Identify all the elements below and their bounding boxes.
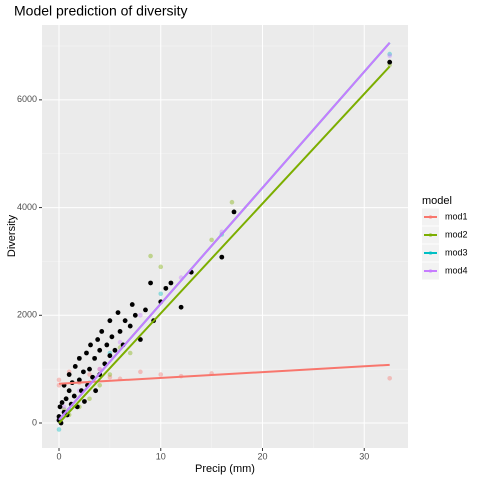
prediction-point (107, 374, 113, 380)
prediction-point (387, 376, 392, 381)
observed-point (129, 302, 135, 307)
x-axis-label: Precip (mm) (195, 463, 255, 475)
legend-swatch-point (428, 269, 433, 273)
panel (42, 25, 408, 448)
prediction-point (56, 377, 62, 383)
prediction-point (158, 372, 164, 377)
prediction-point (87, 396, 92, 402)
prediction-point (61, 404, 67, 410)
x-tick-label: 20 (257, 451, 267, 461)
prediction-point (127, 350, 133, 356)
legend-label: mod2 (445, 229, 468, 239)
observed-point (387, 59, 393, 65)
y-tick-label: 2000 (17, 310, 37, 320)
prediction-point (107, 372, 113, 377)
prediction-point (229, 199, 235, 205)
prediction-point (209, 237, 214, 243)
observed-point (90, 374, 95, 380)
prediction-point (87, 372, 92, 377)
prediction-point (117, 339, 123, 345)
x-tick-label: 10 (156, 451, 166, 461)
model-line (58, 65, 391, 424)
prediction-point (158, 291, 164, 297)
observed-point (66, 388, 72, 394)
observed-point (93, 388, 99, 394)
observed-point (82, 399, 87, 404)
y-tick-label: 6000 (17, 94, 37, 104)
observed-point (92, 355, 98, 361)
observed-point (97, 347, 103, 353)
observed-point (84, 350, 89, 356)
prediction-point (138, 312, 143, 318)
observed-point (88, 342, 93, 348)
observed-point (112, 347, 118, 353)
observed-point (219, 254, 225, 260)
observed-point (104, 342, 110, 348)
observed-point (115, 310, 121, 316)
prediction-point (56, 427, 62, 432)
observed-point (117, 329, 123, 334)
observed-point (127, 323, 133, 329)
observed-point (132, 312, 138, 318)
observed-point (59, 400, 65, 405)
prediction-point (97, 366, 102, 372)
observed-point (57, 404, 63, 410)
y-axis-label: Diversity (6, 214, 18, 257)
observed-point (66, 372, 72, 377)
prediction-point (97, 383, 102, 388)
prediction-point (148, 253, 153, 259)
prediction-point (387, 53, 392, 58)
observed-point (163, 285, 169, 291)
prediction-point (387, 51, 392, 57)
observed-point (76, 355, 82, 361)
observed-point (122, 318, 128, 324)
observed-point (107, 353, 113, 359)
observed-point (99, 329, 105, 334)
legend-swatch-point (428, 233, 433, 237)
observed-point (72, 364, 78, 369)
x-tick-label: 30 (359, 451, 369, 461)
observed-point (87, 366, 92, 372)
prediction-point (97, 366, 102, 372)
observed-point (137, 337, 143, 342)
legend-label: mod1 (445, 211, 468, 221)
legend-label: mod3 (445, 247, 468, 257)
observed-point (95, 337, 101, 342)
observed-point (231, 209, 237, 215)
prediction-point (138, 369, 143, 375)
legend-swatch-point (428, 215, 433, 219)
legend-title: model (422, 195, 452, 207)
legend-label: mod4 (445, 265, 468, 275)
observed-point (109, 334, 115, 340)
model-line (58, 42, 391, 421)
model-line (58, 363, 390, 385)
legend-swatch-point (428, 251, 433, 255)
observed-point (107, 318, 113, 324)
prediction-point (158, 264, 164, 270)
observed-point (71, 393, 77, 399)
observed-point (76, 377, 82, 383)
observed-point (168, 280, 174, 286)
observed-point (81, 369, 86, 375)
observed-point (63, 396, 69, 402)
y-tick-label: 0 (32, 417, 37, 427)
y-tick-label: 4000 (17, 202, 37, 212)
chart-title: Model prediction of diversity (14, 3, 188, 19)
observed-point (178, 304, 184, 310)
observed-point (148, 280, 153, 286)
x-tick-label: 0 (56, 451, 61, 461)
observed-point (143, 307, 148, 313)
